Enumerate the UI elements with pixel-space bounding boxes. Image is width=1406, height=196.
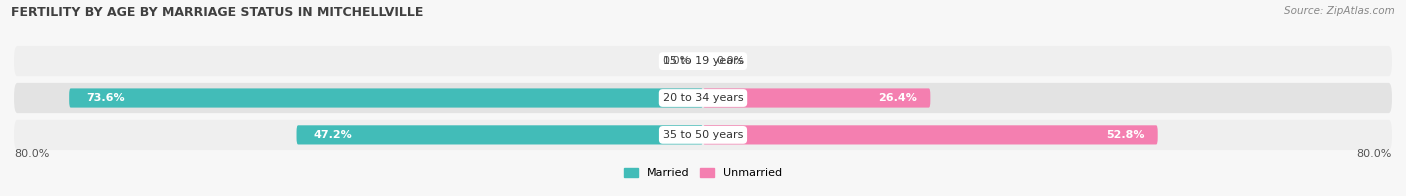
Text: 52.8%: 52.8%: [1107, 130, 1144, 140]
FancyBboxPatch shape: [14, 120, 1392, 150]
Text: 0.0%: 0.0%: [662, 56, 690, 66]
Text: 20 to 34 years: 20 to 34 years: [662, 93, 744, 103]
Text: 15 to 19 years: 15 to 19 years: [662, 56, 744, 66]
Text: Source: ZipAtlas.com: Source: ZipAtlas.com: [1284, 6, 1395, 16]
Text: 35 to 50 years: 35 to 50 years: [662, 130, 744, 140]
Text: FERTILITY BY AGE BY MARRIAGE STATUS IN MITCHELLVILLE: FERTILITY BY AGE BY MARRIAGE STATUS IN M…: [11, 6, 423, 19]
Text: 80.0%: 80.0%: [14, 149, 49, 159]
Text: 73.6%: 73.6%: [86, 93, 125, 103]
Legend: Married, Unmarried: Married, Unmarried: [620, 163, 786, 183]
FancyBboxPatch shape: [297, 125, 703, 144]
Text: 26.4%: 26.4%: [879, 93, 918, 103]
Text: 0.0%: 0.0%: [716, 56, 744, 66]
FancyBboxPatch shape: [69, 88, 703, 108]
Text: 80.0%: 80.0%: [1357, 149, 1392, 159]
Text: 47.2%: 47.2%: [314, 130, 353, 140]
FancyBboxPatch shape: [14, 83, 1392, 113]
FancyBboxPatch shape: [703, 88, 931, 108]
FancyBboxPatch shape: [14, 46, 1392, 76]
FancyBboxPatch shape: [703, 125, 1157, 144]
